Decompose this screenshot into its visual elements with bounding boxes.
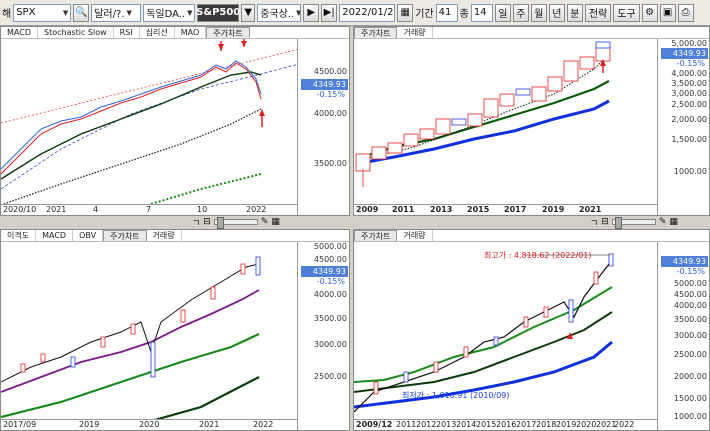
play-icon[interactable]: ▶ bbox=[303, 3, 320, 22]
settings-icon[interactable]: ⚙ bbox=[641, 3, 658, 22]
panel-bottom-left: 이격도 MACD OBV 주가차트 거래량 5000 bbox=[0, 229, 350, 431]
zoom-icon[interactable]: ㄱ bbox=[590, 218, 599, 229]
price-chart-plot[interactable] bbox=[1, 39, 299, 206]
edit-icon[interactable]: ✎ bbox=[260, 217, 269, 227]
price-chart-plot[interactable]: 최고가 : 4,818.62 (2022/01) 최저가 : 1,010.91 … bbox=[354, 242, 657, 419]
strategy-button[interactable]: 전략 bbox=[584, 3, 612, 22]
interval-month[interactable]: 월 bbox=[530, 3, 547, 22]
low-annotation: 최저가 : 1,010.91 (2010/09) bbox=[402, 391, 510, 400]
count-label: 종 bbox=[459, 9, 469, 20]
zoom-out-icon[interactable]: ⊟ bbox=[601, 217, 609, 227]
region-select[interactable]: 중국상.. ▼ bbox=[257, 3, 302, 22]
y-axis: 5000.00 4500.00 4349.93 -0.15% 4000.00 3… bbox=[297, 242, 349, 430]
symbol-input[interactable]: SPX ▼ bbox=[13, 3, 72, 22]
next-icon[interactable]: ▶| bbox=[321, 3, 338, 22]
price-chart-plot[interactable] bbox=[1, 242, 297, 421]
x-axis: 2020/10 2021 4 7 10 2022 bbox=[1, 204, 297, 215]
interval-year[interactable]: 년 bbox=[548, 3, 565, 22]
edit-icon[interactable]: ✎ bbox=[658, 217, 667, 227]
high-annotation: 최고가 : 4,818.62 (2022/01) bbox=[484, 251, 592, 260]
panel-top-right: 주가차트 거래량 bbox=[353, 26, 710, 216]
panel-tabs: MACD Stochastic Slow RSI 심리선 MAO 주가차트 bbox=[1, 27, 349, 39]
x-axis: 2017/09 2019 2020 2021 2022 bbox=[1, 419, 297, 430]
settings-icon[interactable]: ▦ bbox=[669, 217, 678, 227]
chevron-down-icon[interactable]: ▼ bbox=[187, 8, 193, 17]
tools-button[interactable]: 도구 bbox=[613, 3, 640, 22]
current-price-badge: 4349.93 bbox=[661, 256, 708, 267]
tab-obv[interactable]: OBV bbox=[73, 230, 104, 241]
print-icon[interactable]: ⎙ bbox=[677, 3, 694, 22]
tab-stochastic[interactable]: Stochastic Slow bbox=[38, 27, 114, 38]
y-axis: 5,000.00 4349.93 -0.15% 4,000.00 3,500.0… bbox=[657, 39, 709, 215]
zoom-slider[interactable] bbox=[213, 217, 258, 229]
change-percent: -0.15% bbox=[676, 59, 705, 68]
panel-bottom-right: 주가차트 거래량 최고가 : 4,818.62 (2022/ bbox=[353, 229, 710, 431]
zoom-out-icon[interactable]: ⊟ bbox=[203, 217, 211, 227]
tab-price-chart[interactable]: 주가차트 bbox=[103, 230, 147, 241]
panel-top-left: MACD Stochastic Slow RSI 심리선 MAO 주가차트 45… bbox=[0, 26, 350, 216]
tab-rsi[interactable]: RSI bbox=[114, 27, 140, 38]
tab-mao[interactable]: MAO bbox=[175, 27, 207, 38]
main-toolbar: 해 SPX ▼ 🔍 달러/?. ▼ 독일DA.. ▼ S&P500 ▼ 중국상.. ▼ … bbox=[0, 0, 710, 26]
tab-price-chart[interactable]: 주가차트 bbox=[354, 230, 398, 241]
period-label: 기간 bbox=[415, 9, 434, 20]
tab-volume[interactable]: 거래량 bbox=[147, 230, 182, 241]
current-price-badge: 4349.93 bbox=[301, 266, 348, 277]
period-input[interactable]: 41 bbox=[435, 3, 458, 22]
chevron-down-icon[interactable]: ▼ bbox=[241, 3, 256, 22]
tab-price-chart[interactable]: 주가차트 bbox=[354, 27, 398, 38]
chevron-down-icon[interactable]: ▼ bbox=[62, 8, 69, 17]
count-input[interactable]: 14 bbox=[470, 3, 493, 22]
search-icon[interactable]: 🔍 bbox=[73, 3, 90, 22]
interval-minute[interactable]: 분 bbox=[566, 3, 583, 22]
price-chart-plot[interactable] bbox=[354, 39, 657, 204]
toolbar-prefix: 해 bbox=[2, 9, 12, 20]
sp500-button[interactable]: S&P500 bbox=[196, 3, 240, 22]
tab-macd[interactable]: MACD bbox=[1, 27, 38, 38]
chevron-down-icon[interactable]: ▼ bbox=[126, 8, 132, 17]
tab-macd[interactable]: MACD bbox=[36, 230, 74, 241]
save-icon[interactable]: ▣ bbox=[659, 3, 676, 22]
date-input[interactable]: 2022/01/26 bbox=[339, 3, 396, 22]
change-percent: -0.15% bbox=[316, 90, 345, 99]
settings-icon[interactable]: ▦ bbox=[271, 217, 280, 227]
market-select[interactable]: 독일DA.. ▼ bbox=[143, 3, 196, 22]
y-axis: 4349.93 -0.15% 5000.00 4500.00 4000.00 3… bbox=[657, 242, 709, 430]
interval-day[interactable]: 일 bbox=[494, 3, 511, 22]
panel-mini-toolbar: ㄱ ⊟ ✎ ▦ bbox=[590, 216, 678, 229]
current-price-badge: 4349.93 bbox=[301, 79, 348, 90]
interval-week[interactable]: 주 bbox=[512, 3, 529, 22]
tab-price-chart[interactable]: 주가차트 bbox=[206, 27, 250, 38]
change-percent: -0.15% bbox=[676, 267, 705, 276]
tab-disparity[interactable]: 이격도 bbox=[1, 230, 37, 241]
panel-tabs: 주가차트 거래량 bbox=[354, 230, 709, 242]
x-axis: 2009/12 2011 2012 2013 2014 2015 2016 20… bbox=[354, 419, 657, 430]
zoom-slider[interactable] bbox=[611, 217, 656, 229]
tab-volume[interactable]: 거래량 bbox=[397, 27, 433, 38]
tab-volume[interactable]: 거래량 bbox=[397, 230, 433, 241]
panel-mini-toolbar: ㄱ ⊟ ✎ ▦ bbox=[192, 216, 280, 229]
x-axis: 2009 2011 2013 2015 2017 2019 2021 bbox=[354, 204, 657, 215]
panel-tabs: 이격도 MACD OBV 주가차트 거래량 bbox=[1, 230, 349, 242]
chevron-down-icon[interactable]: ▼ bbox=[296, 8, 302, 17]
panel-tabs: 주가차트 거래량 bbox=[354, 27, 709, 39]
current-price-badge: 4349.93 bbox=[661, 48, 708, 59]
tab-psychology[interactable]: 심리선 bbox=[140, 27, 175, 38]
change-percent: -0.15% bbox=[316, 277, 345, 286]
calendar-icon[interactable]: ▦ bbox=[397, 3, 414, 22]
y-axis: 4500.00 4349.93 -0.15% 4000.00 3500.00 bbox=[297, 39, 349, 215]
currency-select[interactable]: 달러/?. ▼ bbox=[91, 3, 142, 22]
zoom-icon[interactable]: ㄱ bbox=[192, 218, 201, 229]
